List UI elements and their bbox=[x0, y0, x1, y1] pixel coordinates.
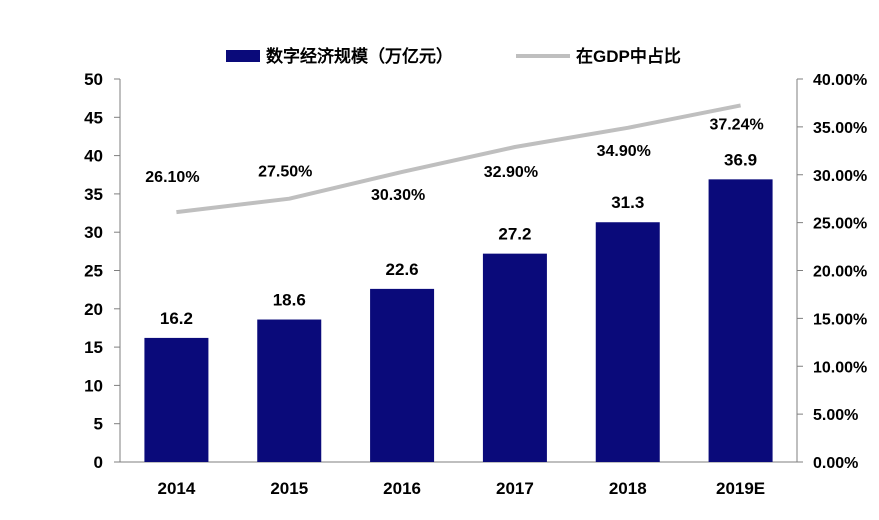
right-tick-label: 35.00% bbox=[813, 120, 867, 137]
left-tick-label: 15 bbox=[84, 338, 103, 357]
left-tick-label: 45 bbox=[84, 108, 103, 127]
left-tick-label: 20 bbox=[84, 300, 103, 319]
right-tick-label: 40.00% bbox=[813, 72, 867, 89]
right-tick-label: 5.00% bbox=[813, 407, 858, 424]
legend-bar-label: 数字经济规模（万亿元） bbox=[266, 46, 453, 66]
line-data-label: 34.90% bbox=[597, 143, 651, 160]
bar bbox=[482, 253, 547, 462]
bar-series bbox=[144, 179, 773, 462]
left-tick-label: 25 bbox=[84, 262, 103, 281]
line-data-label: 26.10% bbox=[145, 169, 199, 186]
right-axis: 0.00% 5.00% 10.00% 15.00% 20.00% 25.00% 30.00%… bbox=[796, 72, 867, 472]
x-tick-label: 2015 bbox=[270, 479, 308, 498]
left-tick-label: 5 bbox=[94, 415, 103, 434]
line-data-label: 27.50% bbox=[258, 164, 312, 181]
x-tick-label: 2016 bbox=[383, 479, 421, 498]
left-tick-label: 40 bbox=[84, 147, 103, 166]
bar-data-label: 31.3 bbox=[611, 193, 644, 212]
right-tick-label: 20.00% bbox=[813, 264, 867, 281]
left-axis: 0 5 10 15 20 25 30 35 40 45 50 bbox=[84, 70, 121, 472]
bar-data-label: 16.2 bbox=[160, 309, 193, 328]
line-data-label: 30.30% bbox=[371, 187, 425, 204]
right-tick-label: 30.00% bbox=[813, 168, 867, 185]
bar-data-label: 27.2 bbox=[498, 225, 531, 244]
left-tick-label: 10 bbox=[84, 376, 103, 395]
series-line bbox=[176, 103, 741, 215]
legend: 数字经济规模（万亿元） 在GDP中占比 bbox=[226, 46, 681, 66]
bar bbox=[257, 319, 322, 462]
x-tick-label: 2018 bbox=[609, 479, 647, 498]
bar bbox=[595, 222, 660, 462]
right-tick-label: 15.00% bbox=[813, 311, 867, 328]
right-tick-label: 0.00% bbox=[813, 455, 858, 472]
right-tick-label: 10.00% bbox=[813, 359, 867, 376]
x-tick-label: 2014 bbox=[158, 479, 196, 498]
bar-data-label: 18.6 bbox=[273, 291, 306, 310]
line-data-labels: 26.10% 27.50% 30.30% 32.90% 34.90% 37.24% bbox=[145, 116, 763, 203]
right-tick-label: 25.00% bbox=[813, 216, 867, 233]
left-tick-label: 35 bbox=[84, 185, 103, 204]
bar bbox=[708, 179, 773, 462]
bar bbox=[144, 337, 209, 462]
x-tick-label: 2019E bbox=[716, 479, 765, 498]
legend-bar-swatch bbox=[226, 50, 260, 62]
left-tick-label: 30 bbox=[84, 223, 103, 242]
bar-data-label: 36.9 bbox=[724, 150, 757, 169]
left-tick-label: 0 bbox=[94, 453, 103, 472]
line-data-label: 32.90% bbox=[484, 164, 538, 181]
bar-data-labels: 16.2 18.6 22.6 27.2 31.3 36.9 bbox=[160, 150, 757, 328]
line-data-label: 37.24% bbox=[709, 116, 763, 133]
left-tick-label: 50 bbox=[84, 70, 103, 89]
line-series bbox=[176, 103, 741, 215]
bar-data-label: 22.6 bbox=[386, 260, 419, 279]
left-axis-ticks: 0 5 10 15 20 25 30 35 40 45 50 bbox=[84, 70, 120, 472]
x-tick-label: 2017 bbox=[496, 479, 534, 498]
x-axis-ticks: 2014 2015 2016 2017 2018 2019E bbox=[158, 479, 766, 498]
right-axis-ticks: 0.00% 5.00% 10.00% 15.00% 20.00% 25.00% 30.00%… bbox=[797, 72, 867, 472]
bar bbox=[370, 288, 435, 462]
legend-line-label: 在GDP中占比 bbox=[576, 46, 681, 66]
